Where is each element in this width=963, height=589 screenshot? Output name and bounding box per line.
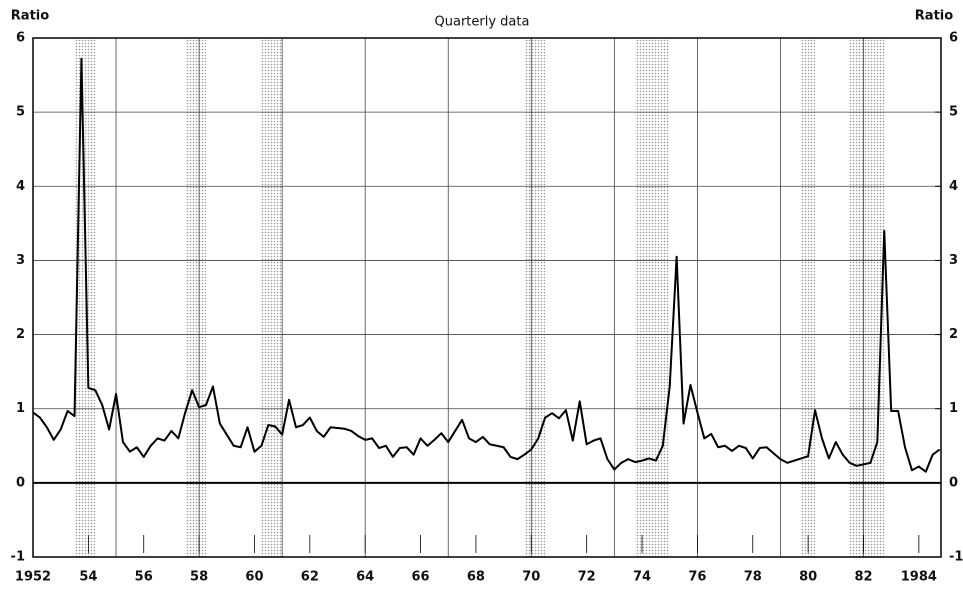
- shaded-period: [261, 38, 283, 557]
- shaded-period: [524, 38, 546, 557]
- x-tick-label: 80: [799, 570, 817, 585]
- chart-title: Quarterly data: [435, 15, 530, 30]
- x-tick-label: 62: [301, 570, 319, 585]
- shaded-period: [849, 38, 885, 557]
- x-tick-label: 66: [412, 570, 430, 585]
- x-tick-label: 60: [245, 570, 263, 585]
- y2-tick-label: 4: [949, 179, 958, 194]
- y-tick-label: 2: [16, 327, 25, 342]
- x-tick-label: 54: [79, 570, 97, 585]
- y2-tick-label: -1: [949, 550, 963, 565]
- x-tick-label: 1984: [901, 570, 937, 585]
- y-tick-label: 4: [16, 179, 25, 194]
- y2-tick-label: 1: [949, 401, 958, 416]
- x-tick-label: 82: [854, 570, 872, 585]
- shaded-period: [185, 38, 207, 557]
- x-tick-label: 56: [135, 570, 153, 585]
- x-tick-label: 64: [356, 570, 374, 585]
- y-axis-label: Ratio: [11, 9, 49, 24]
- x-tick-label: 74: [633, 570, 651, 585]
- y2-axis-label: Ratio: [915, 9, 953, 24]
- x-tick-label: 72: [578, 570, 596, 585]
- y-tick-label: 5: [16, 105, 25, 120]
- y-tick-label: 0: [16, 475, 25, 490]
- y-tick-label: 3: [16, 253, 25, 268]
- y2-tick-label: 2: [949, 327, 958, 342]
- x-tick-label: 1952: [15, 570, 51, 585]
- y2-tick-label: 0: [949, 475, 958, 490]
- y-tick-label: -1: [11, 550, 25, 565]
- shaded-period: [635, 38, 670, 557]
- x-tick-label: 70: [522, 570, 540, 585]
- shaded-period: [801, 38, 816, 557]
- x-tick-label: 76: [688, 570, 706, 585]
- x-tick-label: 58: [190, 570, 208, 585]
- plot-frame: [32, 37, 942, 558]
- y-tick-label: 1: [16, 401, 25, 416]
- data-line: [32, 57, 941, 473]
- x-tick-label: 78: [744, 570, 762, 585]
- y2-tick-label: 5: [949, 105, 958, 120]
- x-tick-label: 68: [467, 570, 485, 585]
- y2-tick-label: 6: [949, 31, 958, 46]
- y2-tick-label: 3: [949, 253, 958, 268]
- y-tick-label: 6: [16, 31, 25, 46]
